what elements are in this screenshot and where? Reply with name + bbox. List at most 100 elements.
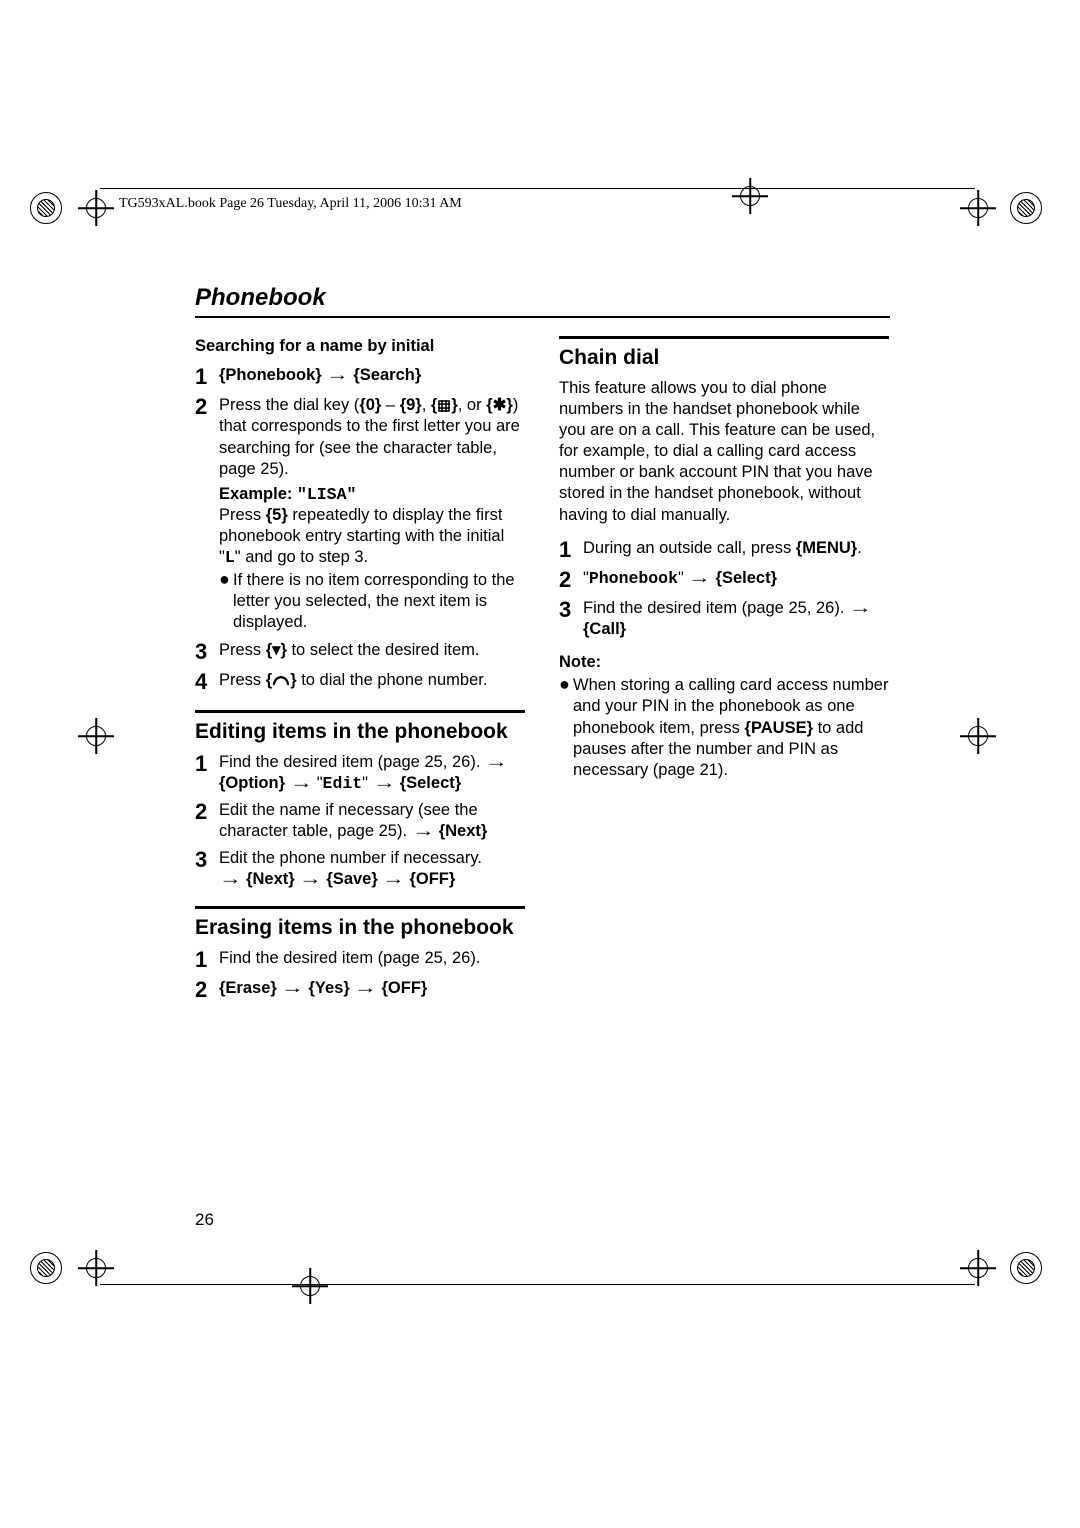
search-step-2: 2 Press the dial key ({0} – {9}, {}, or … <box>195 395 525 633</box>
key-off: {OFF} <box>409 870 455 888</box>
key-pause: {PAUSE} <box>745 719 813 737</box>
arrow-icon: → <box>326 365 349 386</box>
key-yes: {Yes} <box>309 979 350 997</box>
reg-mark <box>30 1252 62 1284</box>
menu-edit: "Edit" <box>317 774 368 792</box>
search-step-1: 1 {Phonebook} → {Search} <box>195 365 525 389</box>
editing-heading: Editing items in the phonebook <box>195 719 525 746</box>
step-number: 1 <box>195 752 219 776</box>
chain-step-1: 1 During an outside call, press {MENU}. <box>559 538 889 562</box>
bullet-dot-icon: ● <box>559 675 573 781</box>
step2-text: Press the dial key ( <box>219 396 359 414</box>
arrow-icon: → <box>354 978 377 999</box>
arrow-icon: → <box>688 568 711 589</box>
key-next: {Next} <box>439 822 488 840</box>
reg-crosshair <box>78 190 114 226</box>
key-talk: {} <box>266 671 297 689</box>
page-title: Phonebook <box>195 284 890 312</box>
reg-crosshair <box>960 1250 996 1286</box>
step-number: 3 <box>559 598 583 622</box>
example-value: "LISA" <box>297 485 356 504</box>
step-number: 3 <box>195 640 219 664</box>
arrow-icon: → <box>485 752 508 773</box>
reg-mark <box>1010 192 1042 224</box>
step-number: 2 <box>559 568 583 592</box>
searching-heading: Searching for a name by initial <box>195 336 525 357</box>
page-body: Phonebook Searching for a name by initia… <box>195 284 890 1009</box>
arrow-icon: → <box>849 598 872 619</box>
key-call: {Call} <box>583 620 626 638</box>
print-rule-bottom <box>100 1284 975 1285</box>
reg-mark <box>1010 1252 1042 1284</box>
menu-phonebook: "Phonebook" <box>583 569 684 587</box>
step-number: 3 <box>195 848 219 872</box>
page-number: 26 <box>195 1210 214 1230</box>
print-rule-top <box>100 188 975 189</box>
right-column: Chain dial This feature allows you to di… <box>559 336 889 1009</box>
arrow-icon: → <box>299 869 322 890</box>
step2-bullet: ● If there is no item corresponding to t… <box>219 570 525 633</box>
arrow-icon: → <box>219 869 242 890</box>
arrow-icon: → <box>372 773 395 794</box>
key-select: {Select} <box>400 774 461 792</box>
step-number: 2 <box>195 800 219 824</box>
reg-crosshair <box>292 1268 328 1304</box>
example-label: Example: <box>219 485 292 503</box>
bullet-dot-icon: ● <box>219 570 233 633</box>
arrow-icon: → <box>289 773 312 794</box>
key-select: {Select} <box>716 569 777 587</box>
chain-dial-heading: Chain dial <box>559 345 889 372</box>
phone-handset-icon <box>272 674 290 688</box>
step-number: 1 <box>195 365 219 389</box>
letter-L: L <box>225 548 235 567</box>
key-down: {▾} <box>266 641 287 659</box>
section-divider <box>195 906 525 909</box>
key-0: {0} <box>359 396 381 414</box>
key-next: {Next} <box>246 870 295 888</box>
search-step-3: 3 Press {▾} to select the desired item. <box>195 640 525 664</box>
arrow-icon: → <box>411 821 434 842</box>
left-column: Searching for a name by initial 1 {Phone… <box>195 336 525 1009</box>
hash-icon <box>437 399 451 413</box>
step-number: 4 <box>195 670 219 694</box>
arrow-icon: → <box>281 978 304 999</box>
key-save: {Save} <box>326 870 377 888</box>
search-step-4: 4 Press {} to dial the phone number. <box>195 670 525 694</box>
edit-step-2: 2 Edit the name if necessary (see the ch… <box>195 800 525 842</box>
erase-step-1: 1 Find the desired item (page 25, 26). <box>195 948 525 972</box>
reg-crosshair <box>78 1250 114 1286</box>
erase-step-2: 2 {Erase} → {Yes} → {OFF} <box>195 978 525 1002</box>
key-erase: {Erase} <box>219 979 277 997</box>
key-star: {✱} <box>486 396 513 414</box>
key-search: {Search} <box>353 366 421 384</box>
step-number: 2 <box>195 395 219 419</box>
step-number: 1 <box>559 538 583 562</box>
note-body: When storing a calling card access numbe… <box>573 675 889 781</box>
chain-step-2: 2 "Phonebook" → {Select} <box>559 568 889 592</box>
key-hash: {} <box>431 396 458 414</box>
reg-crosshair <box>78 718 114 754</box>
reg-crosshair <box>960 718 996 754</box>
note-label: Note: <box>559 652 889 673</box>
running-header: TG593xAL.book Page 26 Tuesday, April 11,… <box>119 196 462 212</box>
chain-step-3: 3 Find the desired item (page 25, 26). →… <box>559 598 889 640</box>
erasing-heading: Erasing items in the phonebook <box>195 915 525 942</box>
key-menu: {MENU} <box>796 539 857 557</box>
key-option: {Option} <box>219 774 285 792</box>
section-divider <box>195 710 525 713</box>
edit-step-1: 1 Find the desired item (page 25, 26). →… <box>195 752 525 794</box>
reg-crosshair <box>960 190 996 226</box>
step-number: 2 <box>195 978 219 1002</box>
key-5: {5} <box>266 506 288 524</box>
edit-step-3: 3 Edit the phone number if necessary. → … <box>195 848 525 890</box>
key-phonebook: {Phonebook} <box>219 366 322 384</box>
title-rule <box>195 316 890 318</box>
section-divider <box>559 336 889 339</box>
note-bullet: ● When storing a calling card access num… <box>559 675 889 781</box>
reg-mark <box>30 192 62 224</box>
reg-crosshair <box>732 178 768 214</box>
key-9: {9} <box>400 396 422 414</box>
key-off: {OFF} <box>381 979 427 997</box>
arrow-icon: → <box>382 869 405 890</box>
chain-dial-para: This feature allows you to dial phone nu… <box>559 378 889 526</box>
